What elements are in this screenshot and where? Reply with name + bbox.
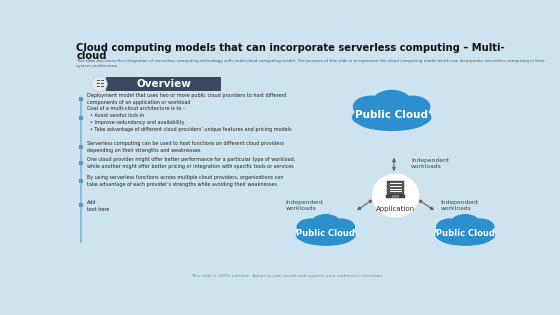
Ellipse shape: [301, 224, 336, 239]
Ellipse shape: [394, 96, 430, 117]
Text: Independent
workloads: Independent workloads: [441, 200, 479, 211]
Ellipse shape: [353, 96, 389, 117]
Text: This slide discusses the integration of serverless computing technology with mul: This slide discusses the integration of …: [76, 59, 545, 68]
Ellipse shape: [475, 230, 494, 241]
Circle shape: [92, 76, 107, 92]
Ellipse shape: [296, 230, 316, 241]
Text: cloud: cloud: [76, 51, 107, 61]
FancyBboxPatch shape: [386, 195, 405, 198]
Ellipse shape: [371, 173, 419, 218]
Ellipse shape: [315, 224, 350, 239]
Circle shape: [397, 196, 399, 197]
Text: Goal of a multi-cloud architecture is to –
  • Avoid vendor lock-in
  • Improve : Goal of a multi-cloud architecture is to…: [87, 106, 292, 132]
Ellipse shape: [441, 224, 475, 239]
Ellipse shape: [359, 102, 405, 122]
FancyBboxPatch shape: [78, 203, 83, 207]
Text: Deployment model that uses two or more public cloud providers to host different
: Deployment model that uses two or more p…: [87, 94, 287, 106]
Ellipse shape: [468, 219, 494, 235]
Ellipse shape: [328, 219, 354, 235]
Text: One cloud provider might offer better performance for a particular type of workl: One cloud provider might offer better pe…: [87, 157, 295, 169]
Text: ☷: ☷: [95, 79, 104, 89]
Text: Public Cloud: Public Cloud: [355, 110, 428, 120]
Text: Overview: Overview: [136, 79, 191, 89]
FancyBboxPatch shape: [78, 97, 83, 101]
FancyBboxPatch shape: [78, 179, 83, 183]
Ellipse shape: [357, 111, 427, 130]
Text: Application: Application: [376, 206, 415, 212]
Text: This slide is 100% editable. Adapt to your needs and capture your audience’s att: This slide is 100% editable. Adapt to yo…: [191, 274, 383, 278]
Text: Add
text here: Add text here: [87, 200, 109, 212]
Text: Public Cloud: Public Cloud: [296, 229, 355, 238]
Ellipse shape: [353, 110, 379, 124]
Circle shape: [393, 196, 394, 197]
Text: Independent
workloads: Independent workloads: [286, 200, 324, 211]
FancyBboxPatch shape: [78, 116, 83, 120]
Ellipse shape: [312, 215, 340, 232]
FancyBboxPatch shape: [78, 145, 83, 149]
Ellipse shape: [377, 102, 424, 122]
FancyBboxPatch shape: [78, 161, 83, 165]
FancyBboxPatch shape: [106, 77, 221, 91]
Ellipse shape: [439, 230, 492, 245]
Ellipse shape: [300, 230, 352, 245]
Text: By using serverless functions across multiple cloud providers, organizations can: By using serverless functions across mul…: [87, 175, 283, 187]
Text: Public Cloud: Public Cloud: [436, 229, 494, 238]
Text: Cloud computing models that can incorporate serverless computing – Multi-: Cloud computing models that can incorpor…: [76, 43, 505, 53]
Ellipse shape: [297, 219, 324, 235]
FancyBboxPatch shape: [388, 180, 404, 195]
Ellipse shape: [455, 224, 489, 239]
Ellipse shape: [436, 230, 455, 241]
Ellipse shape: [451, 215, 479, 232]
Text: Independent
workloads: Independent workloads: [411, 158, 449, 169]
Text: Serverless computing can be used to host functions on different cloud providers
: Serverless computing can be used to host…: [87, 141, 284, 153]
Ellipse shape: [335, 230, 355, 241]
Ellipse shape: [437, 219, 463, 235]
Ellipse shape: [405, 110, 431, 124]
Ellipse shape: [373, 90, 410, 112]
Circle shape: [395, 196, 396, 197]
